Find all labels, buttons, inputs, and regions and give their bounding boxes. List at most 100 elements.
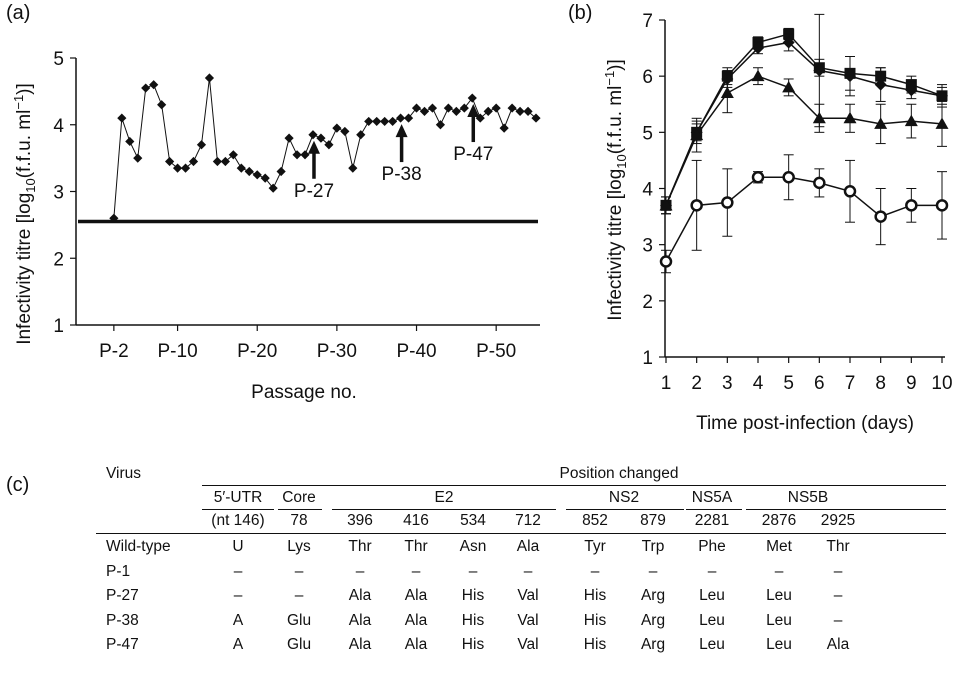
chart-a-point — [188, 156, 199, 167]
table-cell: Val — [517, 587, 539, 604]
table-cell: – — [833, 611, 843, 629]
annotation-label: P-38 — [382, 164, 422, 185]
table-cell: Thr — [826, 538, 850, 555]
chart-a-point — [244, 166, 254, 177]
chart-a-point — [364, 116, 374, 127]
chart-a-ylabel: Infectivity titre [log10(f.f.u. ml−1)] — [11, 83, 38, 345]
chart-a-xtick-label: P-2 — [99, 341, 129, 362]
chart-a-point — [372, 116, 382, 127]
chart-b-point — [782, 36, 795, 49]
panel-b-label: (b) — [568, 2, 593, 24]
chart-b-point — [905, 79, 917, 91]
table-cell: Ala — [348, 587, 372, 604]
chart-a-point — [316, 133, 326, 143]
chart-b-point — [874, 210, 887, 223]
chart-a-point — [212, 156, 223, 167]
chart-b-xlabel: Time post-infection (days) — [696, 413, 914, 434]
chart-b-point — [720, 86, 734, 99]
annotation-arrowhead — [395, 124, 408, 138]
chart-a-point — [252, 170, 262, 180]
chart-b-point — [843, 111, 857, 124]
chart-a-point — [125, 136, 135, 147]
table-cell: Ala — [404, 611, 428, 629]
chart-a-point — [515, 106, 525, 116]
chart-b-point — [721, 196, 734, 209]
chart-a-point — [340, 126, 350, 137]
chart-a-point — [523, 106, 533, 116]
table-group-header: NS5A — [691, 489, 733, 506]
table-cell: Ala — [348, 636, 372, 653]
table-row-name: P-38 — [106, 611, 139, 629]
chart-a-point — [268, 183, 278, 193]
table-cell: His — [583, 587, 607, 604]
chart-a: 1 2 3 4 5 P-2 P-10 P-20 P-30 P-40 P-50 P-27 P-38 P-4… — [11, 49, 541, 403]
table-virus-header: Virus — [106, 465, 142, 482]
table-cell: Leu — [766, 636, 792, 653]
chart-b-series-diamond — [660, 13, 948, 215]
chart-b-series-line — [665, 176, 942, 262]
chart-b-point — [752, 42, 764, 55]
chart-b-series-square — [660, 27, 948, 215]
table-group-header: E2 — [434, 489, 454, 506]
chart-a-point — [133, 153, 143, 163]
table-position-header: 712 — [515, 512, 541, 529]
table-rule-utr — [202, 509, 274, 511]
chart-a-point — [324, 140, 334, 150]
chart-a-point — [451, 106, 461, 116]
chart-b-xtick-label: 2 — [691, 373, 702, 394]
table-cell: Asn — [459, 538, 487, 555]
table-cell: Leu — [699, 611, 725, 629]
chart-a-ytick-label: 4 — [53, 116, 64, 137]
chart-b-ytick-label: 6 — [642, 67, 653, 88]
table-rule-core — [278, 509, 322, 511]
chart-a-point — [411, 103, 422, 113]
chart-a-point — [260, 173, 270, 183]
chart-b-point — [690, 199, 703, 212]
table-cell: Glu — [286, 611, 312, 629]
annotation-arrowhead — [307, 140, 320, 154]
chart-b-series-line — [665, 33, 943, 206]
chart-a-point — [141, 83, 151, 93]
chart-b-ytick-label: 5 — [642, 123, 653, 144]
chart-a-point — [356, 130, 366, 140]
chart-a-point — [220, 156, 230, 167]
table-cell: His — [583, 636, 607, 653]
table-cell: Ala — [516, 538, 540, 555]
chart-a-point — [109, 213, 119, 223]
chart-a-point — [284, 133, 294, 143]
chart-a-point — [467, 93, 477, 103]
chart-b-point — [813, 64, 826, 77]
chart-a-point — [149, 80, 159, 90]
table-cell: – — [648, 562, 658, 580]
table-rule-ns5b — [746, 509, 946, 511]
table-cell: Phe — [698, 538, 726, 555]
table-cell: Leu — [699, 587, 725, 604]
table-cell: Arg — [640, 636, 666, 653]
chart-b-point — [659, 255, 673, 268]
table-position-header: 2876 — [761, 512, 797, 529]
table-group-header: Core — [282, 489, 316, 506]
chart-b-point — [751, 171, 765, 184]
chart-a-point — [157, 100, 167, 110]
chart-a-point — [292, 150, 302, 160]
chart-b-xtick-label: 5 — [783, 373, 794, 394]
chart-b-point — [690, 126, 703, 139]
table-cell: Arg — [640, 587, 666, 604]
chart-a-point — [483, 106, 493, 116]
table-group-header: NS5B — [787, 489, 829, 506]
table-position-header: 2925 — [820, 512, 856, 529]
chart-a-point — [300, 150, 310, 160]
table-position-header: 879 — [640, 512, 666, 529]
chart-b-xtick-label: 8 — [875, 373, 886, 394]
chart-b-point — [813, 62, 825, 74]
chart-a-point — [236, 163, 246, 173]
chart-b-point — [874, 117, 888, 129]
table-cell: Met — [766, 538, 792, 555]
chart-a-point — [419, 106, 430, 116]
chart-b-point — [751, 69, 765, 82]
chart-a-point — [491, 103, 501, 113]
chart-b-point — [844, 70, 856, 83]
chart-b-ytick-label: 7 — [642, 11, 653, 32]
table-cell: – — [774, 562, 784, 580]
table-cell: His — [461, 587, 485, 604]
